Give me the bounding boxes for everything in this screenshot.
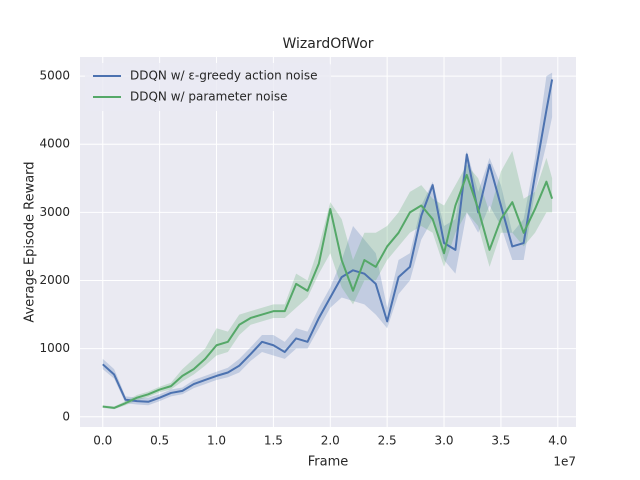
x-tick-label: 1.0 bbox=[207, 434, 226, 448]
x-tick-label: 3.5 bbox=[491, 434, 510, 448]
x-tick-label: 2.5 bbox=[378, 434, 397, 448]
series-line bbox=[102, 173, 554, 409]
y-axis-label: Average Episode Reward bbox=[23, 161, 38, 322]
legend: DDQN w/ ε-greedy action noise DDQN w/ par… bbox=[85, 63, 331, 111]
legend-box bbox=[85, 63, 331, 111]
x-tick-label: 4.0 bbox=[548, 434, 567, 448]
series-line bbox=[102, 79, 554, 403]
x-tick-label: 2.0 bbox=[321, 434, 340, 448]
x-offset-label: 1e7 bbox=[553, 455, 576, 469]
y-tick-label: 4000 bbox=[39, 137, 70, 151]
x-tick-label: 1.5 bbox=[264, 434, 283, 448]
y-tick-label: 1000 bbox=[39, 341, 70, 355]
x-tick-label: 3.0 bbox=[434, 434, 453, 448]
x-axis-label: Frame bbox=[308, 455, 349, 470]
legend-label: DDQN w/ parameter noise bbox=[130, 90, 287, 104]
legend-label: DDQN w/ ε-greedy action noise bbox=[130, 69, 317, 83]
y-tick-label: 5000 bbox=[39, 69, 70, 83]
chart-title: WizardOfWor bbox=[282, 36, 373, 52]
x-tick-label: 0.0 bbox=[93, 434, 112, 448]
y-tick-label: 3000 bbox=[39, 205, 70, 219]
y-tick-label: 2000 bbox=[39, 273, 70, 287]
x-tick-label: 0.5 bbox=[150, 434, 169, 448]
y-tick-label: 0 bbox=[62, 409, 70, 423]
grid bbox=[80, 57, 576, 427]
confidence-band bbox=[102, 151, 553, 410]
plot bbox=[102, 72, 554, 410]
